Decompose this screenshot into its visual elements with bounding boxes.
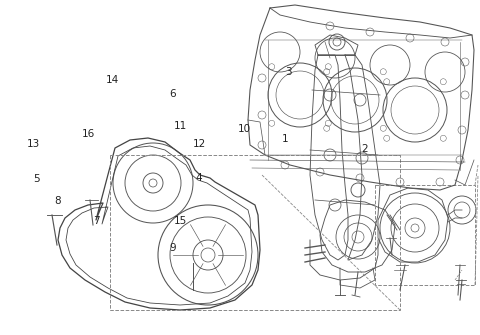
Text: 10: 10: [238, 124, 252, 134]
Text: 14: 14: [106, 75, 120, 85]
Text: 15: 15: [173, 216, 187, 226]
Text: 9: 9: [169, 243, 176, 253]
Text: 11: 11: [173, 121, 187, 131]
Text: 16: 16: [82, 129, 96, 139]
Text: 1: 1: [282, 134, 289, 144]
Text: 3: 3: [285, 67, 291, 77]
Text: 4: 4: [196, 173, 203, 183]
Text: 13: 13: [27, 139, 40, 149]
Text: 8: 8: [54, 196, 61, 206]
Text: 5: 5: [33, 174, 39, 184]
Text: 12: 12: [192, 139, 206, 149]
Text: 2: 2: [361, 144, 368, 154]
Text: 7: 7: [93, 216, 99, 226]
Text: 6: 6: [169, 89, 176, 99]
